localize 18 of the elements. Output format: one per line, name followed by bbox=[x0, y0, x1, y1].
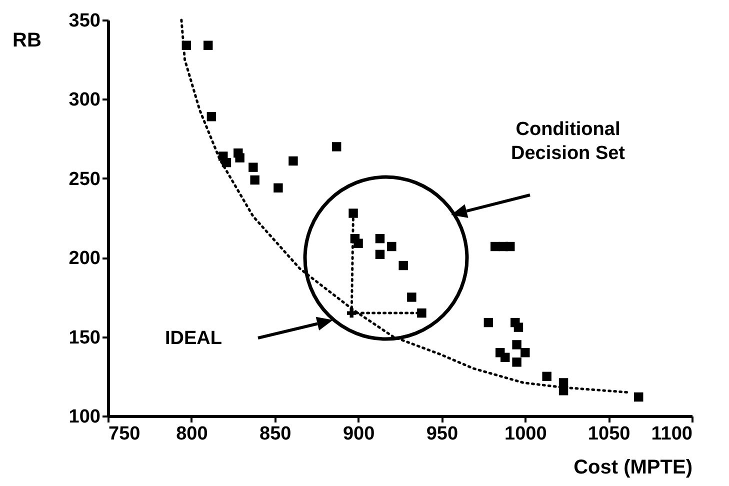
x-tick-label: 1100 bbox=[651, 424, 692, 444]
y-tick-label: 250 bbox=[68, 168, 100, 190]
annotation: IDEAL bbox=[165, 327, 222, 351]
x-tick-label: 850 bbox=[260, 424, 292, 444]
y-tick-label: 350 bbox=[68, 10, 100, 32]
annotation: Conditional Decision Set bbox=[510, 118, 626, 166]
y-tick-label: 300 bbox=[68, 90, 100, 111]
y-tick-label: 150 bbox=[68, 327, 100, 348]
y-axis-title: RB bbox=[12, 30, 42, 52]
x-tick-label: 1000 bbox=[504, 424, 547, 444]
x-axis-title: Cost (MPTE) bbox=[574, 456, 692, 478]
x-tick-label: 750 bbox=[108, 424, 140, 444]
x-tick-label: 1050 bbox=[588, 424, 630, 444]
y-tick-label: 200 bbox=[68, 248, 100, 270]
x-tick-label: 800 bbox=[176, 424, 208, 444]
x-tick-label: 900 bbox=[342, 424, 375, 444]
x-tick-label: 950 bbox=[426, 424, 458, 444]
y-tick-label: 100 bbox=[68, 406, 100, 428]
